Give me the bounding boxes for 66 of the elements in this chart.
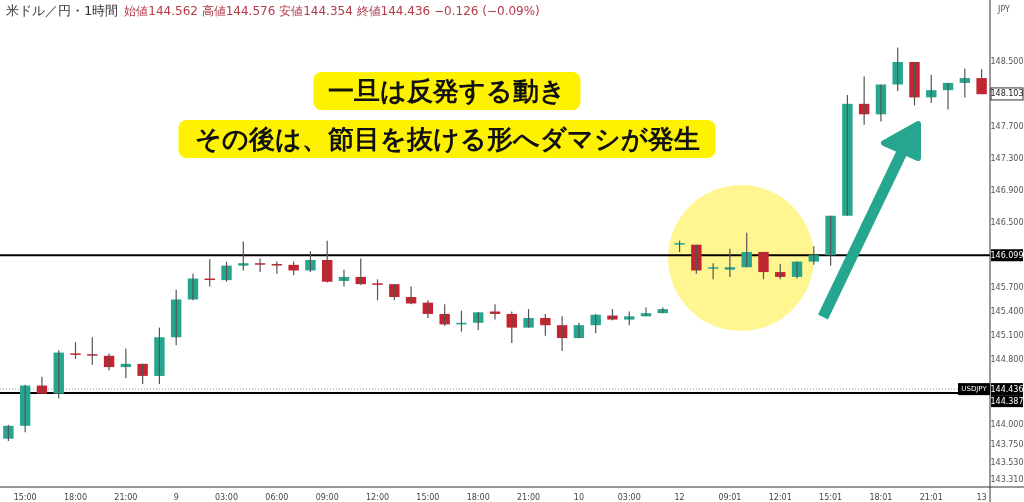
candlestick xyxy=(959,67,971,98)
y-tick-label: 147.300 xyxy=(990,154,1024,164)
x-tick-label: 21:00 xyxy=(114,492,138,502)
ref-line-label: 146.099 xyxy=(990,250,1024,260)
x-tick-label: 15:00 xyxy=(416,492,440,502)
x-tick-label: 15:01 xyxy=(819,492,843,502)
chart-title: 米ドル／円・1時間 xyxy=(6,3,119,18)
x-tick-label: 15:00 xyxy=(13,492,37,502)
x-tick-label: 18:01 xyxy=(869,492,893,502)
y-tick-label: 145.400 xyxy=(990,307,1024,317)
x-tick-label: 18:00 xyxy=(63,492,88,502)
y-tick-label: 143.750 xyxy=(990,439,1024,449)
x-tick-label: 9 xyxy=(173,492,179,502)
x-tick-label: 06:00 xyxy=(265,492,289,502)
annotation: その後は、節目を抜ける形へダマシが発生 xyxy=(194,124,700,154)
x-tick-label: 21:01 xyxy=(919,492,943,502)
x-tick-label: 18:00 xyxy=(466,492,490,502)
x-tick-label: 09:01 xyxy=(718,492,742,502)
annotation: 148.103 xyxy=(990,89,1024,99)
y-tick-label: 146.500 xyxy=(990,218,1024,228)
y-tick-label: 148.500 xyxy=(990,57,1024,67)
x-tick-label: 03:00 xyxy=(617,492,641,502)
candlestick xyxy=(523,308,534,329)
candlestick xyxy=(221,261,232,283)
candlestick xyxy=(137,363,148,385)
candlestick xyxy=(691,244,702,275)
candlestick xyxy=(741,232,752,268)
y-tick-label: 147.700 xyxy=(990,121,1024,131)
x-tick-label: 12:01 xyxy=(768,492,792,502)
annotation: 一旦は反発する動き xyxy=(328,76,566,106)
y-tick-label: 146.900 xyxy=(990,186,1024,196)
y-tick-label: 143.310 xyxy=(990,475,1024,485)
candlestick xyxy=(842,94,853,217)
x-tick-label: 10 xyxy=(573,492,584,502)
candlestick xyxy=(825,215,836,267)
ref-line-label: 144.387 xyxy=(990,396,1024,406)
x-tick-label: 09:00 xyxy=(315,492,339,502)
candlestick xyxy=(707,262,719,280)
candlestick xyxy=(540,313,551,337)
candlestick xyxy=(154,327,165,385)
y-tick-label: 145.100 xyxy=(990,331,1024,341)
candlestick xyxy=(808,245,820,266)
x-tick-label: 12:00 xyxy=(366,492,390,502)
candlestick xyxy=(238,240,249,272)
y-tick-label: 145.700 xyxy=(990,282,1024,292)
x-tick-label: 03:00 xyxy=(214,492,239,502)
candlestick xyxy=(271,261,283,275)
y-axis-title: JPY xyxy=(997,5,1011,14)
candlestick xyxy=(590,313,601,334)
x-tick-label: 21:00 xyxy=(517,492,541,502)
y-tick-label: 143.530 xyxy=(990,457,1024,467)
candlestick xyxy=(909,61,920,107)
y-tick-label: 144.800 xyxy=(990,355,1024,365)
candlestick xyxy=(305,250,316,273)
chart-subtitle: 始値144.562 高値144.576 安値144.354 終値144.436 −0.126 (−0.09%) xyxy=(124,4,540,18)
candlestick xyxy=(439,303,450,327)
candlestick xyxy=(372,278,383,301)
candlestick xyxy=(254,257,266,273)
ref-line-label: 144.436 xyxy=(990,384,1024,394)
candlestick xyxy=(976,68,987,95)
x-tick-label: 12 xyxy=(674,492,685,502)
y-tick-label: 144.000 xyxy=(990,419,1024,429)
candlestick xyxy=(724,248,736,278)
x-tick-label: 13 xyxy=(976,492,987,502)
candlestick xyxy=(87,336,98,366)
candlestick xyxy=(758,251,769,280)
